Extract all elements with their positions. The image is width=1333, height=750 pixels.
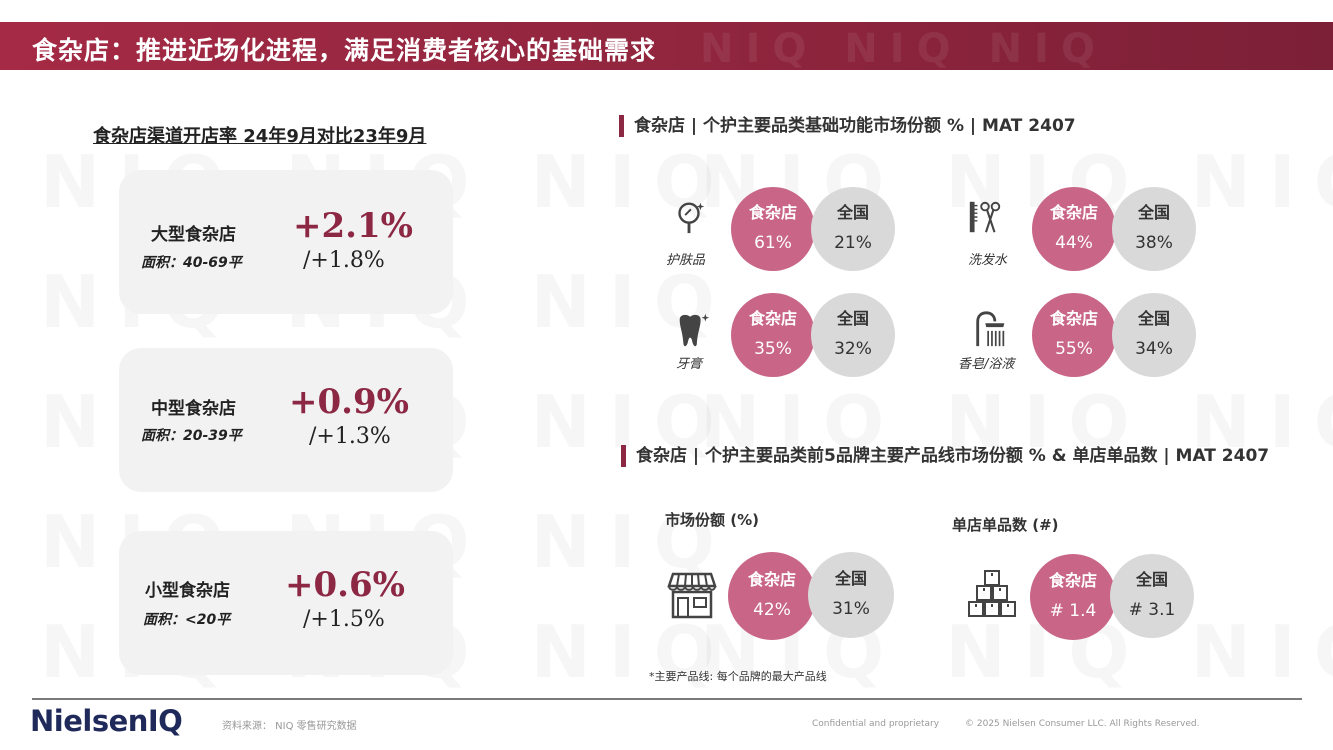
national-label: 全国 bbox=[836, 309, 869, 328]
store-label: 食杂店 bbox=[1048, 571, 1097, 590]
confidential-note: Confidential and proprietary bbox=[812, 719, 940, 729]
store-name: 大型食杂店 bbox=[151, 225, 236, 245]
category-label: 护肤品 bbox=[666, 253, 706, 268]
store-label: 食杂店 bbox=[1049, 309, 1098, 328]
metric-label: 单店单品数 (#) bbox=[952, 516, 1059, 534]
store-name: 小型食杂店 bbox=[145, 581, 230, 601]
boxes-icon bbox=[968, 570, 1016, 617]
store-name: 中型食杂店 bbox=[151, 399, 236, 419]
metric-label: 市场份额 (%) bbox=[665, 511, 759, 529]
footnote: *主要产品线: 每个品牌的最大产品线 bbox=[649, 670, 827, 683]
category-label: 香皂/浴液 bbox=[958, 357, 1015, 372]
store-label: 食杂店 bbox=[748, 309, 797, 328]
store-comparison-rate: /+1.3% bbox=[309, 424, 391, 449]
store-opening-rate: +2.1% bbox=[293, 206, 413, 246]
store-opening-rate: +0.6% bbox=[285, 565, 405, 605]
page-title: 食杂店：推进近场化进程，满足消费者核心的基础需求 bbox=[32, 36, 657, 65]
national-label: 全国 bbox=[1137, 309, 1170, 328]
national-value: 32% bbox=[834, 339, 872, 359]
store-share-circle: 食杂店 61% bbox=[731, 187, 815, 271]
national-sku-circle: 全国 # 3.1 bbox=[1110, 554, 1194, 638]
store-card-large: 大型食杂店 面积：40-69平 +2.1% /+1.8% bbox=[119, 170, 453, 314]
title-banner: 食杂店：推进近场化进程，满足消费者核心的基础需求 NIQ NIQ NIQ bbox=[0, 22, 1333, 72]
national-value: 34% bbox=[1135, 339, 1173, 359]
store-sku-circle: 食杂店 # 1.4 bbox=[1030, 554, 1116, 640]
national-value: 38% bbox=[1135, 233, 1173, 253]
national-share-circle: 全国 38% bbox=[1112, 187, 1196, 271]
national-label: 全国 bbox=[1135, 570, 1168, 589]
national-value: 31% bbox=[832, 599, 870, 619]
store-value: # 1.4 bbox=[1049, 601, 1097, 621]
store-share-circle: 食杂店 42% bbox=[728, 552, 816, 640]
banner-watermark: NIQ NIQ NIQ bbox=[700, 26, 1107, 72]
footer-divider bbox=[32, 698, 1302, 700]
national-share-circle: 全国 34% bbox=[1112, 293, 1196, 377]
national-label: 全国 bbox=[836, 203, 869, 222]
store-area: 面积：20-39平 bbox=[141, 428, 242, 444]
store-share-circle: 食杂店 55% bbox=[1032, 293, 1116, 377]
store-opening-rate: +0.9% bbox=[289, 382, 409, 422]
store-label: 食杂店 bbox=[748, 203, 797, 222]
category-label: 洗发水 bbox=[968, 253, 1008, 268]
store-value: 42% bbox=[753, 600, 791, 620]
store-opening-heading: 食杂店渠道开店率 24年9月对比23年9月 bbox=[93, 126, 427, 147]
store-comparison-rate: /+1.8% bbox=[303, 248, 385, 273]
copyright-note: © 2025 Nielsen Consumer LLC. All Rights … bbox=[965, 719, 1200, 729]
store-share-circle: 食杂店 35% bbox=[731, 293, 815, 377]
tooth-icon bbox=[679, 313, 710, 347]
national-value: 21% bbox=[834, 233, 872, 253]
store-label: 食杂店 bbox=[1049, 203, 1098, 222]
national-label: 全国 bbox=[834, 569, 867, 588]
shower-icon bbox=[976, 311, 1005, 347]
national-share-circle: 全国 31% bbox=[808, 552, 894, 638]
storefront-icon bbox=[667, 572, 717, 619]
store-area: 面积：40-69平 bbox=[141, 255, 242, 271]
category-label: 牙膏 bbox=[676, 357, 703, 372]
national-share-circle: 全国 32% bbox=[811, 293, 895, 377]
store-label: 食杂店 bbox=[747, 570, 796, 589]
store-value: 35% bbox=[754, 339, 792, 359]
store-value: 61% bbox=[754, 233, 792, 253]
comb-scissors-icon bbox=[969, 201, 1001, 233]
store-share-circle: 食杂店 44% bbox=[1032, 187, 1116, 271]
store-card-medium: 中型食杂店 面积：20-39平 +0.9% /+1.3% bbox=[119, 348, 453, 492]
mirror-icon bbox=[678, 202, 705, 234]
national-label: 全国 bbox=[1137, 203, 1170, 222]
store-value: 44% bbox=[1055, 233, 1093, 253]
national-share-circle: 全国 21% bbox=[811, 187, 895, 271]
category-share-heading: 食杂店 | 个护主要品类基础功能市场份额 % | MAT 2407 bbox=[619, 115, 1076, 137]
store-area: 面积：<20平 bbox=[143, 612, 231, 628]
store-value: 55% bbox=[1055, 339, 1093, 359]
national-value: # 3.1 bbox=[1128, 600, 1176, 620]
brand-share-heading: 食杂店 | 个护主要品类前5品牌主要产品线市场份额 % & 单店单品数 | MA… bbox=[621, 445, 1269, 467]
data-source: 资料来源： NIQ 零售研究数据 bbox=[222, 721, 357, 732]
nielseniq-logo: NielsenIQ bbox=[30, 704, 183, 738]
store-comparison-rate: /+1.5% bbox=[303, 607, 385, 632]
store-card-small: 小型食杂店 面积：<20平 +0.6% /+1.5% bbox=[119, 531, 453, 675]
